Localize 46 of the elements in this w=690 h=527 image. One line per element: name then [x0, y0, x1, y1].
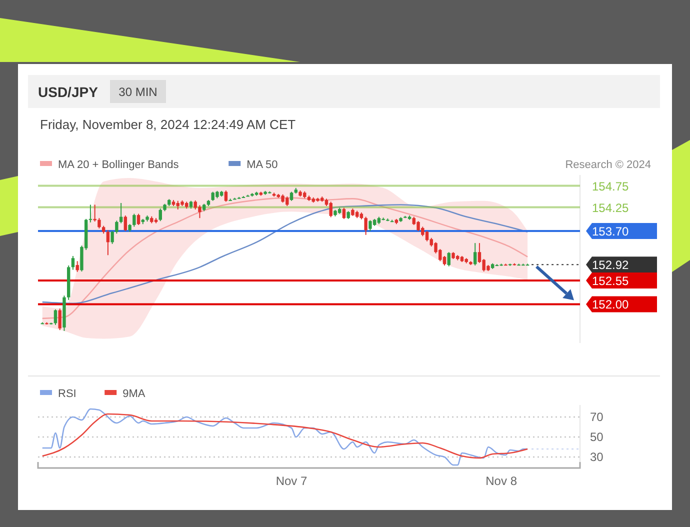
candlestick [368, 220, 372, 232]
candlestick [447, 252, 450, 267]
x-tick-label: Nov 7 [276, 474, 308, 488]
legend-label: MA 50 [246, 159, 278, 171]
candlestick [290, 191, 294, 202]
ref-line-label: 154.25 [592, 200, 630, 215]
candlestick [342, 207, 346, 220]
candlestick [136, 213, 140, 226]
ref-line-label: 152.92 [592, 258, 630, 272]
candlestick [54, 308, 58, 326]
candlestick [158, 208, 162, 222]
candlestick [416, 220, 420, 232]
legend-label: MA 20 + Bollinger Bands [58, 159, 180, 171]
x-tick-label: Nov 8 [486, 474, 518, 488]
candlestick [198, 204, 202, 219]
line-series [42, 413, 528, 459]
candlestick [329, 201, 332, 218]
legend-label: 9MA [122, 388, 146, 400]
chart-title: USD/JPY [38, 84, 99, 100]
candlestick [124, 214, 128, 232]
y-tick-label: 30 [590, 450, 604, 464]
candlestick [88, 204, 92, 223]
ref-line-label: 152.55 [592, 274, 630, 288]
candlestick [132, 213, 136, 228]
candlestick [110, 230, 114, 244]
text: 30 MIN [118, 85, 158, 99]
y-tick-label: 50 [590, 430, 604, 444]
text: Research © 2024 [565, 159, 651, 171]
candlestick [364, 216, 368, 236]
candlestick [115, 220, 118, 234]
candlestick [98, 218, 101, 229]
candlestick [425, 230, 429, 242]
ref-line-label: 152.00 [592, 298, 630, 312]
candlestick [224, 190, 228, 202]
candlestick [71, 255, 75, 270]
candlestick [106, 230, 110, 256]
legend-label: RSI [58, 388, 76, 400]
line-series [42, 408, 528, 466]
y-tick-label: 70 [590, 410, 604, 424]
candlestick [58, 308, 62, 331]
candlestick [76, 260, 79, 272]
chart-subtitle: Friday, November 8, 2024 12:24:49 AM CET [40, 117, 296, 132]
candlestick [119, 202, 123, 224]
candlestick [473, 242, 477, 266]
ref-line-label: 154.75 [592, 179, 630, 194]
ref-line-label: 153.70 [592, 224, 630, 238]
